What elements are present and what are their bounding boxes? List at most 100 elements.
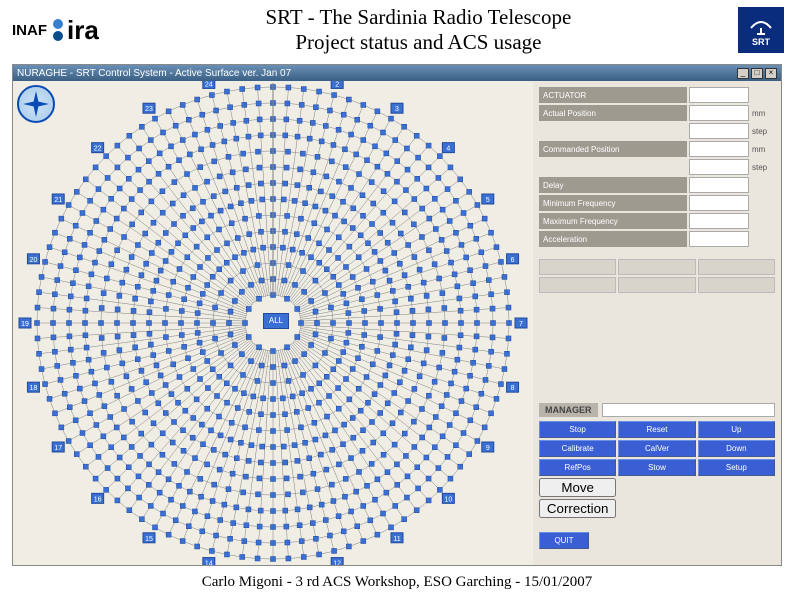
actuator-node[interactable] <box>246 134 251 139</box>
actuator-node[interactable] <box>494 245 499 250</box>
actuator-node[interactable] <box>223 189 228 194</box>
actuator-node[interactable] <box>225 241 230 246</box>
actuator-node[interactable] <box>361 503 366 508</box>
actuator-node[interactable] <box>421 361 426 366</box>
actuator-node[interactable] <box>180 539 185 544</box>
actuator-node[interactable] <box>347 397 352 402</box>
actuator-node[interactable] <box>313 536 318 541</box>
actuator-node[interactable] <box>325 227 330 232</box>
actuator-node[interactable] <box>313 332 318 337</box>
actuator-node[interactable] <box>439 237 444 242</box>
actuator-node[interactable] <box>256 101 261 106</box>
actuator-node[interactable] <box>126 176 131 181</box>
actuator-node[interactable] <box>504 351 509 356</box>
actuator-node[interactable] <box>238 440 243 445</box>
actuator-node[interactable] <box>301 554 306 559</box>
actuator-node[interactable] <box>449 260 454 265</box>
actuator-node[interactable] <box>115 143 120 148</box>
actuator-node[interactable] <box>346 97 351 102</box>
actuator-node[interactable] <box>327 108 332 113</box>
actuator-node[interactable] <box>257 524 262 529</box>
actuator-node[interactable] <box>443 321 448 326</box>
actuator-node[interactable] <box>394 179 399 184</box>
actuator-node[interactable] <box>229 221 234 226</box>
actuator-node[interactable] <box>389 116 394 121</box>
actuator-node[interactable] <box>419 235 424 240</box>
actuator-node[interactable] <box>406 357 411 362</box>
actuator-node[interactable] <box>370 362 375 367</box>
actuator-node[interactable] <box>55 363 60 368</box>
actuator-node[interactable] <box>117 455 122 460</box>
actuator-node[interactable] <box>114 425 119 430</box>
actuator-node[interactable] <box>228 105 233 110</box>
actuator-node[interactable] <box>381 210 386 215</box>
actuator-node[interactable] <box>261 245 266 250</box>
actuator-node[interactable] <box>148 299 153 304</box>
all-button[interactable]: ALL <box>263 313 289 329</box>
actuator-node[interactable] <box>230 170 235 175</box>
actuator-node[interactable] <box>343 476 348 481</box>
actuator-node[interactable] <box>177 267 182 272</box>
actuator-node[interactable] <box>51 306 56 311</box>
actuator-node[interactable] <box>355 356 360 361</box>
actuator-node[interactable] <box>295 307 300 312</box>
actuator-node[interactable] <box>115 498 120 503</box>
actuator-node[interactable] <box>349 509 354 514</box>
actuator-node[interactable] <box>147 179 152 184</box>
actuator-node[interactable] <box>131 321 136 326</box>
actuator-node[interactable] <box>256 149 261 154</box>
actuator-node[interactable] <box>313 105 318 110</box>
actuator-node[interactable] <box>86 357 91 362</box>
actuator-node[interactable] <box>210 499 215 504</box>
actuator-node[interactable] <box>371 440 376 445</box>
actuator-node[interactable] <box>67 236 72 241</box>
actuator-node[interactable] <box>239 289 244 294</box>
actuator-node[interactable] <box>255 263 260 268</box>
actuator-node[interactable] <box>192 132 197 137</box>
actuator-node[interactable] <box>144 380 149 385</box>
actuator-node[interactable] <box>350 275 355 280</box>
actuator-node[interactable] <box>214 248 219 253</box>
actuator-node[interactable] <box>182 297 187 302</box>
actuator-node[interactable] <box>235 405 240 410</box>
actuator-node[interactable] <box>197 340 202 345</box>
actuator-node[interactable] <box>68 347 73 352</box>
actuator-node[interactable] <box>372 249 377 254</box>
actuator-node[interactable] <box>384 151 389 156</box>
actuator-node[interactable] <box>246 183 251 188</box>
actuator-node[interactable] <box>358 233 363 238</box>
actuator-node[interactable] <box>468 373 473 378</box>
actuator-node[interactable] <box>138 188 143 193</box>
actuator-node[interactable] <box>99 335 104 340</box>
actuator-node[interactable] <box>97 249 102 254</box>
actuator-node[interactable] <box>341 350 346 355</box>
actuator-node[interactable] <box>129 197 134 202</box>
actuator-node[interactable] <box>343 165 348 170</box>
actuator-node[interactable] <box>97 392 102 397</box>
actuator-node[interactable] <box>415 176 420 181</box>
actuator-node[interactable] <box>323 123 328 128</box>
actuator-node[interactable] <box>117 348 122 353</box>
actuator-node[interactable] <box>342 494 347 499</box>
actuator-node[interactable] <box>190 435 195 440</box>
actuator-node[interactable] <box>359 297 364 302</box>
actuator-node[interactable] <box>99 321 104 326</box>
actuator-node[interactable] <box>249 282 254 287</box>
actuator-node[interactable] <box>444 392 449 397</box>
actuator-node[interactable] <box>240 554 245 559</box>
actuator-node[interactable] <box>426 498 431 503</box>
actuator-node[interactable] <box>442 335 447 340</box>
actuator-node[interactable] <box>129 255 134 260</box>
actuator-node[interactable] <box>241 391 246 396</box>
actuator-node[interactable] <box>283 133 288 138</box>
actuator-node[interactable] <box>354 489 359 494</box>
actuator-node[interactable] <box>286 85 291 90</box>
actuator-node[interactable] <box>205 386 210 391</box>
actuator-node[interactable] <box>244 118 249 123</box>
actuator-node[interactable] <box>186 117 191 122</box>
actuator-node[interactable] <box>317 552 322 557</box>
actuator-node[interactable] <box>426 307 431 312</box>
actuator-node[interactable] <box>163 410 168 415</box>
actuator-node[interactable] <box>307 456 312 461</box>
actuator-node[interactable] <box>84 345 89 350</box>
